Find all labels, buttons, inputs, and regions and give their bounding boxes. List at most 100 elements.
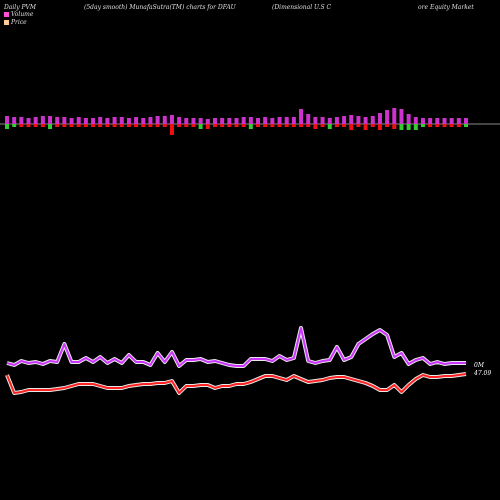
pvm-bar-up [428, 118, 433, 124]
pvm-bar-up [212, 118, 217, 124]
chart-header-market: ore Equity Market [418, 4, 474, 11]
pvm-bar-down [377, 124, 382, 130]
pvm-bar-down [105, 124, 110, 127]
pvm-bar-down [464, 124, 468, 127]
pvm-bar-down [91, 124, 96, 127]
pvm-bar-up [184, 118, 189, 124]
pvm-bar-down [162, 124, 167, 127]
pvm-bar-up [299, 109, 304, 124]
pvm-bar-down [69, 124, 74, 127]
price-line [6, 373, 467, 394]
legend-price-label: Price [11, 19, 27, 26]
pvm-bar-down [413, 124, 418, 130]
pvm-bar-down [349, 124, 354, 130]
pvm-bar-down [327, 124, 332, 129]
pvm-bar-up [55, 117, 60, 124]
pvm-bar-down [234, 124, 239, 127]
pvm-bar-up [270, 118, 275, 124]
pvm-bar-up [334, 117, 339, 124]
pvm-bar-up [349, 115, 354, 124]
pvm-bar-up [119, 117, 124, 124]
pvm-bar-down [248, 124, 253, 129]
pvm-bar-down [126, 124, 131, 127]
chart-title: (5day smooth) MunafaSutra(TM) charts for… [84, 4, 236, 11]
volume-line-halo [6, 326, 466, 368]
pvm-bar-up [69, 118, 74, 124]
chart-header-left: Daily PVM [4, 4, 37, 11]
pvm-bar-up [12, 117, 17, 124]
pvm-bar-up [342, 116, 347, 124]
pvm-bar-down [291, 124, 296, 127]
pvm-bar-up [464, 118, 468, 124]
pvm-bar-down [177, 124, 182, 127]
pvm-bar-up [420, 118, 425, 124]
pvm-bar-down [148, 124, 153, 127]
legend-volume: Volume [4, 11, 33, 18]
pvm-bar-down [306, 124, 311, 127]
pvm-bar-up [191, 118, 196, 124]
pvm-bar-up [112, 117, 117, 124]
pvm-bar-up [169, 115, 174, 124]
legend-price: Price [4, 19, 27, 26]
pvm-bar-down [33, 124, 38, 127]
pvm-bar-up [126, 118, 131, 124]
pvm-bar-down [26, 124, 31, 127]
pvm-bar-up [377, 113, 382, 124]
pvm-bar-up [449, 118, 454, 124]
pvm-bar-down [191, 124, 196, 127]
chart-header-company: (Dimensional U.S C [272, 4, 332, 11]
pvm-bar-down [134, 124, 139, 127]
pvm-bar-up [220, 118, 225, 124]
pvm-bar-up [291, 117, 296, 124]
pvm-bar-down [334, 124, 339, 127]
pvm-bar-down [399, 124, 404, 130]
volume-end-label: 0M [474, 362, 484, 369]
pvm-bar-up [284, 117, 289, 124]
pvm-bar-down [406, 124, 411, 130]
pvm-bar-down [277, 124, 282, 127]
pvm-bar-down [456, 124, 461, 127]
pvm-bar-down [363, 124, 368, 130]
pvm-bar-down [12, 124, 17, 127]
pvm-bar-down [5, 124, 9, 129]
pvm-bar-up [40, 116, 45, 124]
pvm-bar-down [141, 124, 146, 127]
pvm-bar-up [277, 117, 282, 124]
pvm-bar-down [420, 124, 425, 127]
pvm-bar-down [256, 124, 261, 127]
legend-volume-label: Volume [11, 11, 34, 18]
pvm-bar-up [234, 118, 239, 124]
pvm-bar-up [48, 116, 53, 124]
pvm-bar-up [205, 119, 210, 124]
pvm-bar-up [320, 117, 325, 124]
pvm-bar-up [399, 109, 404, 124]
pvm-bar-down [220, 124, 225, 127]
pvm-bar-up [33, 117, 38, 124]
pvm-bar-up [356, 116, 361, 124]
pvm-bar-down [198, 124, 203, 129]
pvm-bar-up [313, 117, 318, 124]
pvm-bar-down [313, 124, 318, 129]
pvm-bar-down [442, 124, 447, 127]
pvm-bar-up [26, 118, 31, 124]
pvm-bar-down [356, 124, 361, 127]
pvm-bar-up [392, 108, 397, 124]
pvm-bar-up [5, 116, 9, 124]
pvm-bar-down [119, 124, 124, 127]
pvm-bar-up [76, 117, 81, 124]
pvm-bar-up [370, 116, 375, 124]
pvm-bar-up [98, 117, 103, 124]
pvm-bar-down [284, 124, 289, 127]
pvm-bar-down [98, 124, 103, 127]
pvm-bar-up [456, 118, 461, 124]
pvm-bar-up [327, 118, 332, 124]
pvm-bar-up [363, 117, 368, 124]
pvm-bar-up [62, 117, 67, 124]
pvm-bar-up [141, 118, 146, 124]
pvm-bar-down [155, 124, 160, 127]
pvm-bar-up [19, 117, 24, 124]
pvm-bar-down [370, 124, 375, 127]
pvm-bar-down [212, 124, 217, 127]
pvm-bar-up [134, 117, 139, 124]
pvm-bar-up [413, 117, 418, 124]
